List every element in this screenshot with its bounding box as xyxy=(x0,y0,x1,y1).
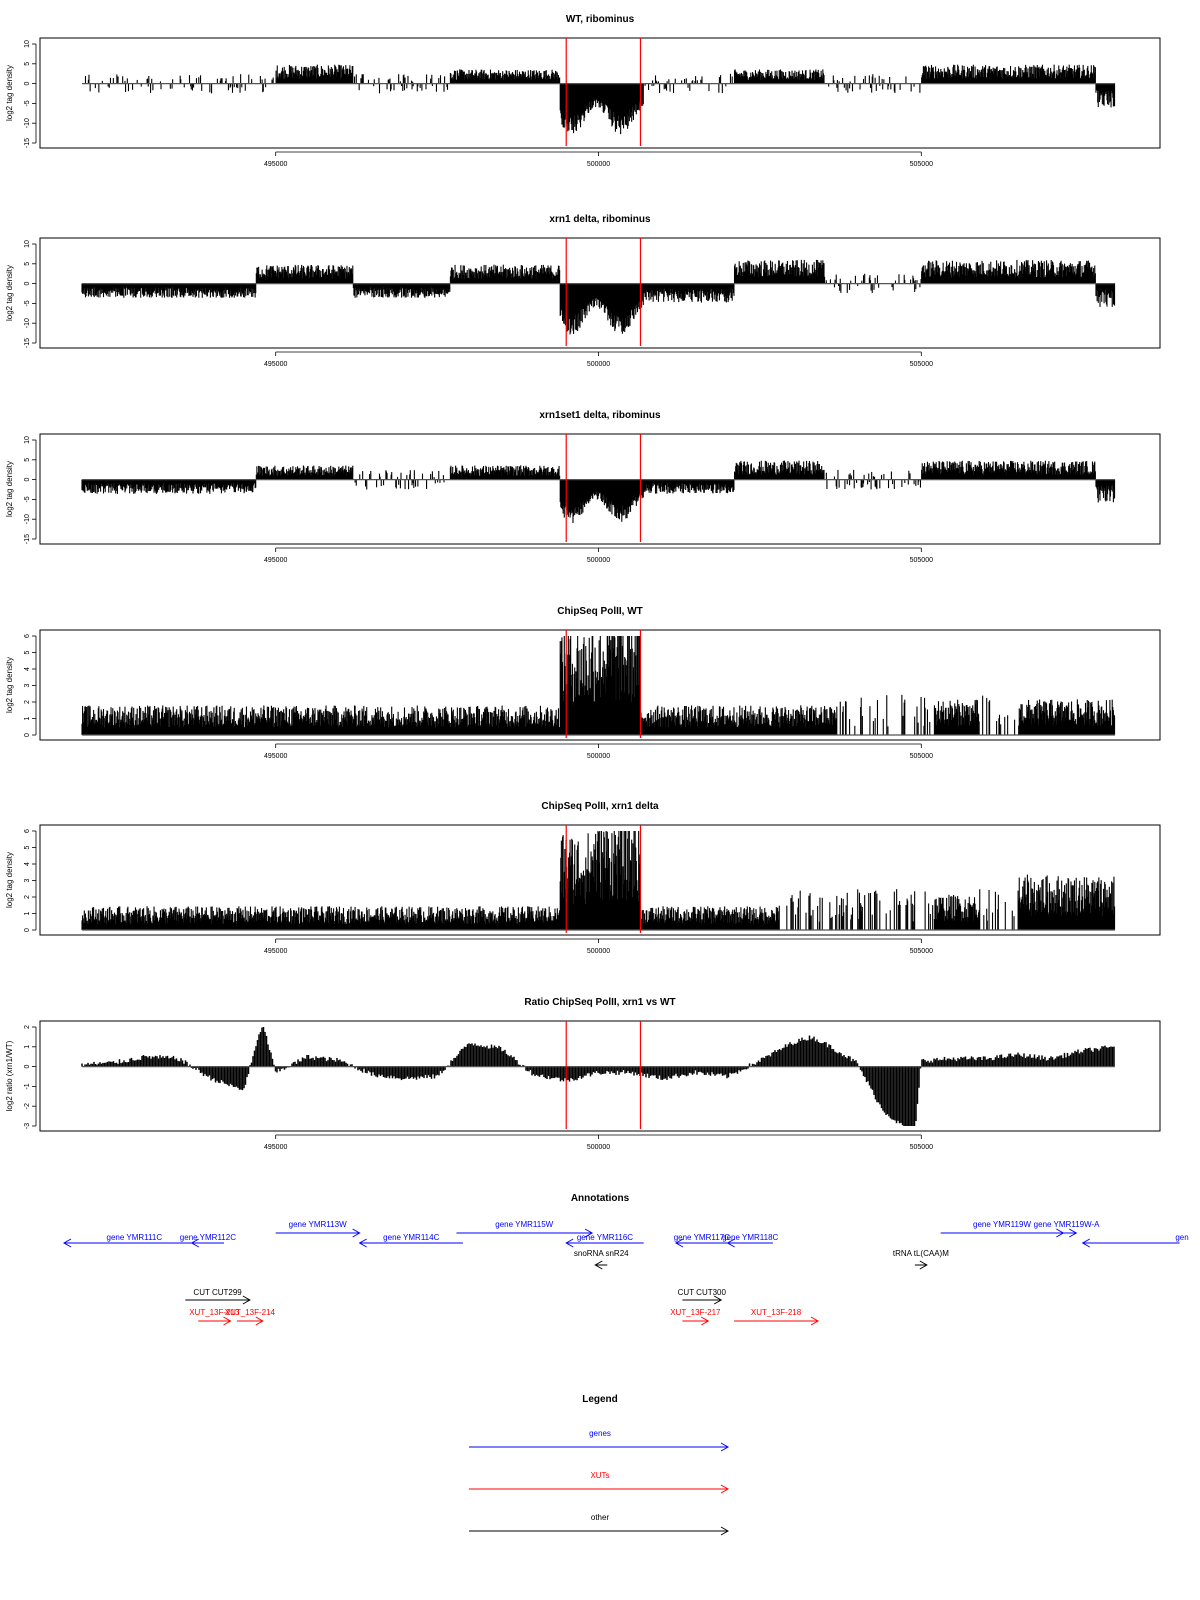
chart-panel-4: ChipSeq PolII, WT 0 1 2 3 4 5 6 log2 tag density… xyxy=(5,606,1161,760)
y-tick-label: 10 xyxy=(24,240,31,248)
x-tick-label: 505000 xyxy=(910,753,933,760)
x-tick-label: 495000 xyxy=(264,161,287,168)
chart-panel-1: WT, ribominus -15 -10 -5 0 5 10 log2 tag densit… xyxy=(5,14,1161,168)
y-tick-label: 6 xyxy=(24,634,31,638)
x-tick-label: 495000 xyxy=(264,361,287,368)
coverage-bars xyxy=(81,636,1116,735)
y-tick-label: 3 xyxy=(24,683,31,687)
y-tick-label: -10 xyxy=(24,318,31,328)
x-tick-label: 505000 xyxy=(910,361,933,368)
chart-title: xrn1 delta, ribominus xyxy=(549,214,651,225)
y-axis-label: log2 tag density xyxy=(5,65,14,121)
y-tick-label: 1 xyxy=(24,716,31,720)
chart-title: WT, ribominus xyxy=(566,14,635,25)
coverage-bars xyxy=(81,259,1116,335)
plot-frame xyxy=(39,433,1161,545)
y-tick-label: -10 xyxy=(24,514,31,524)
y-tick-label: -5 xyxy=(24,496,31,502)
y-tick-label: -10 xyxy=(24,118,31,128)
y-axis-label: log2 tag density xyxy=(5,265,14,321)
plot-frame xyxy=(39,629,1161,741)
y-tick-label: 0 xyxy=(24,478,31,482)
x-tick-label: 500000 xyxy=(587,361,610,368)
y-tick-label: -5 xyxy=(24,300,31,306)
chart-panel-3: xrn1set1 delta, ribominus -15 -10 -5 0 5 10 log… xyxy=(5,410,1161,564)
y-tick-label: 2 xyxy=(24,700,31,704)
y-tick-label: -15 xyxy=(24,138,31,148)
x-tick-label: 495000 xyxy=(264,557,287,564)
x-tick-label: 505000 xyxy=(910,161,933,168)
coverage-bars xyxy=(84,64,1116,135)
y-tick-label: 5 xyxy=(24,62,31,66)
y-tick-label: 5 xyxy=(24,458,31,462)
plot-frame xyxy=(39,237,1161,349)
y-tick-label: -15 xyxy=(24,338,31,348)
y-tick-label: 5 xyxy=(24,262,31,266)
plot-frame xyxy=(39,37,1161,149)
x-tick-label: 500000 xyxy=(587,161,610,168)
y-tick-label: 4 xyxy=(24,667,31,671)
y-axis-label: log2 tag density xyxy=(5,657,14,713)
chart-title: ChipSeq PolII, WT xyxy=(557,606,643,617)
coverage-bars xyxy=(81,460,1116,524)
y-tick-label: 0 xyxy=(24,733,31,737)
y-tick-label: -5 xyxy=(24,100,31,106)
y-tick-label: 0 xyxy=(24,82,31,86)
chart-title: xrn1set1 delta, ribominus xyxy=(539,410,661,421)
x-tick-label: 495000 xyxy=(264,753,287,760)
x-tick-label: 505000 xyxy=(910,557,933,564)
y-axis-label: log2 tag density xyxy=(5,461,14,517)
y-tick-label: 5 xyxy=(24,650,31,654)
y-tick-label: 10 xyxy=(24,436,31,444)
y-tick-label: 10 xyxy=(24,40,31,48)
y-tick-label: 0 xyxy=(24,282,31,286)
y-tick-label: -15 xyxy=(24,534,31,544)
chart-panel-2: xrn1 delta, ribominus -15 -10 -5 0 5 10 log2 ta… xyxy=(5,214,1161,368)
x-tick-label: 500000 xyxy=(587,753,610,760)
x-tick-label: 500000 xyxy=(587,557,610,564)
